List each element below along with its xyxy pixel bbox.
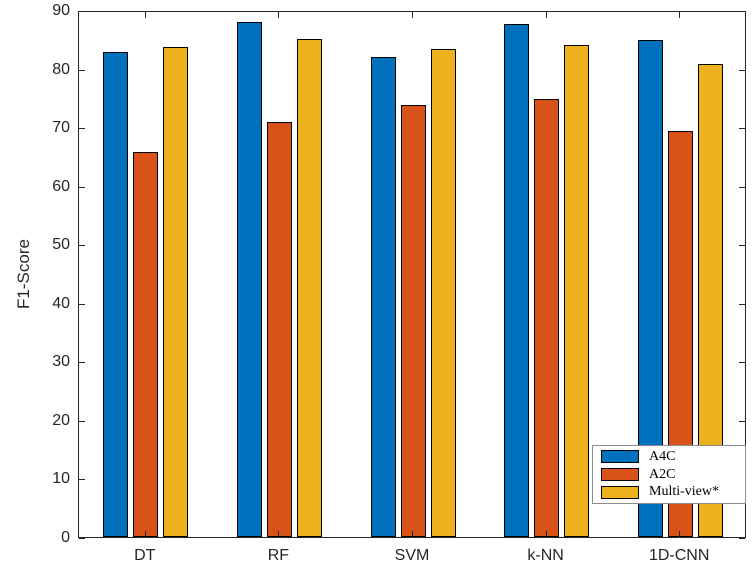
bar-a4c-svm: [370, 57, 396, 537]
y-tick: [739, 538, 745, 539]
y-tick: [79, 245, 85, 247]
y-tick-label: 80: [52, 60, 70, 78]
legend: A4C A2C Multi-view*: [592, 445, 746, 504]
y-tick-label: 40: [52, 294, 70, 312]
bar-a2c-dt: [133, 151, 159, 537]
y-tick: [79, 303, 85, 305]
x-tick: [278, 12, 280, 18]
legend-label: A4C: [649, 448, 676, 464]
y-tick: [79, 186, 85, 188]
y-tick-label: 30: [52, 353, 70, 371]
bar-multi-view-svm: [430, 49, 456, 537]
x-tick: [412, 531, 413, 537]
y-tick: [79, 128, 85, 130]
y-tick: [79, 538, 85, 539]
bar-a2c-k-nn: [534, 99, 560, 537]
y-tick: [79, 69, 85, 71]
x-tick: [144, 531, 146, 537]
x-tick-label: RF: [267, 547, 290, 564]
y-tick-label: 20: [52, 411, 70, 429]
bar-multi-view-k-nn: [564, 45, 590, 537]
y-tick: [739, 128, 745, 130]
y-tick-label: 10: [52, 470, 70, 488]
legend-item: A4C: [601, 448, 745, 464]
legend-item: Multi-view*: [601, 485, 745, 499]
y-tick-label: 60: [52, 177, 70, 195]
bar-a2c-rf: [266, 121, 292, 537]
x-tick: [545, 531, 547, 537]
plot-area: [78, 11, 746, 539]
x-tick: [412, 12, 413, 18]
bar-multi-view-rf: [296, 38, 322, 537]
x-tick-label: SVM: [394, 547, 430, 564]
y-tick: [739, 11, 745, 12]
x-tick-label: k-NN: [527, 547, 564, 564]
y-tick: [739, 303, 745, 305]
x-tick: [144, 12, 146, 18]
y-tick: [79, 479, 85, 481]
legend-item: A2C: [601, 466, 745, 482]
y-tick: [79, 11, 85, 12]
bar-multi-view-dt: [163, 47, 189, 537]
y-tick: [739, 362, 745, 364]
y-tick: [739, 420, 745, 422]
legend-swatch: [601, 450, 639, 464]
legend-swatch: [601, 468, 639, 481]
y-tick-label: 0: [61, 529, 70, 546]
bar-a4c-rf: [236, 22, 262, 537]
bar-a4c-dt: [103, 51, 129, 537]
y-tick-label: 50: [52, 236, 70, 254]
y-tick: [739, 245, 745, 247]
bar-a4c-k-nn: [504, 24, 530, 537]
x-tick: [679, 531, 681, 537]
legend-label: A2C: [649, 466, 676, 482]
y-tick: [739, 69, 745, 71]
y-tick: [79, 420, 85, 422]
y-tick: [79, 362, 85, 364]
x-tick-label: DT: [134, 547, 156, 564]
x-tick: [278, 531, 280, 537]
x-tick-label: 1D-CNN: [648, 547, 710, 564]
x-tick: [545, 12, 547, 18]
y-tick-label: 70: [52, 119, 70, 137]
y-tick-label: 90: [52, 2, 70, 19]
legend-swatch: [601, 485, 639, 499]
y-tick: [739, 186, 745, 188]
legend-label: Multi-view*: [649, 484, 719, 500]
bar-a2c-svm: [400, 104, 426, 537]
x-tick: [679, 12, 681, 18]
